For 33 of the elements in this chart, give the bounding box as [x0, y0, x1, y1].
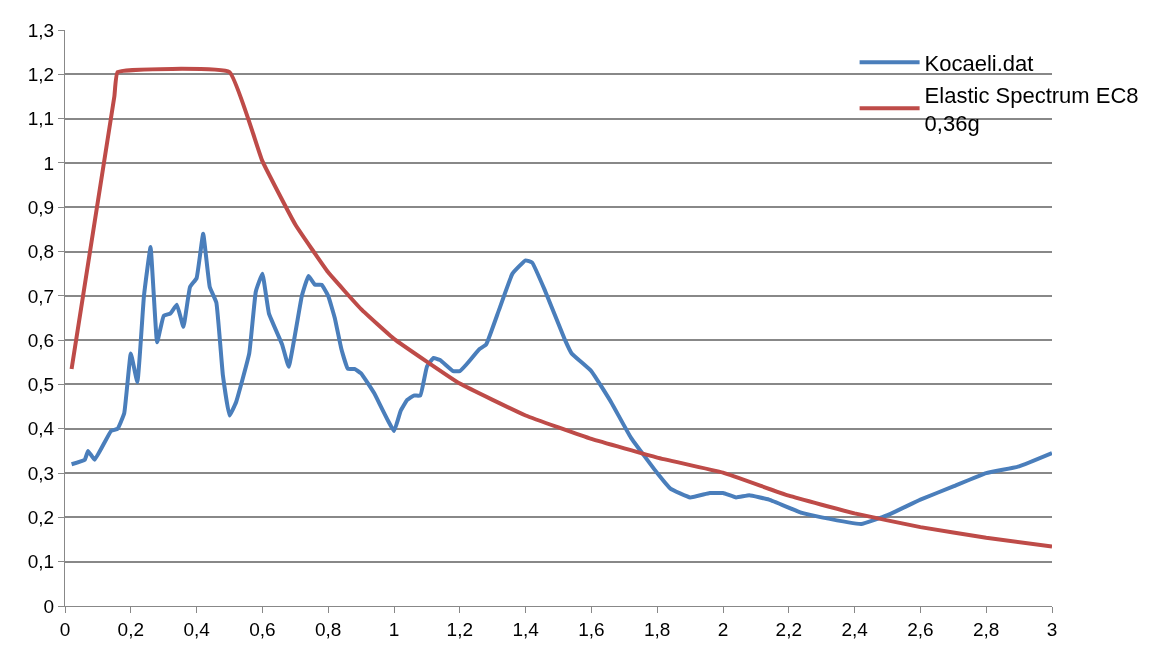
x-tick-label: 0 — [59, 618, 71, 640]
line-series — [69, 231, 1052, 527]
x-tick-label: 2,8 — [972, 618, 1000, 640]
y-tick-label: 1,3 — [27, 19, 55, 41]
x-tick-label: 0,4 — [183, 618, 211, 640]
y-tick-label: 0,8 — [27, 241, 55, 263]
x-tick-label: 0,8 — [314, 618, 342, 640]
legend-label: Kocaeli.dat — [924, 50, 1034, 76]
y-tick-label: 0 — [43, 595, 55, 617]
x-tick-label: 1,6 — [578, 618, 605, 640]
y-tick-label: 0,2 — [27, 507, 55, 529]
y-tick-label: 1 — [43, 152, 55, 174]
x-tick-label: 1,2 — [446, 618, 474, 640]
y-tick-label: 0,4 — [27, 418, 55, 440]
x-tick-label: 3 — [1046, 618, 1058, 640]
x-tick-label: 1 — [388, 618, 400, 640]
x-tick-label: 2,4 — [841, 618, 869, 640]
y-tick-label: 0,6 — [27, 329, 55, 351]
x-tick-label: 1,8 — [643, 618, 671, 640]
x-tick-label: 2 — [717, 618, 729, 640]
legend-label: Elastic Spectrum EC8 0,36g — [924, 82, 1139, 137]
x-tick-label: 2,6 — [907, 618, 934, 640]
y-tick-label: 0,1 — [27, 551, 55, 573]
y-tick-label: 0,9 — [27, 196, 55, 218]
y-tick-label: 1,1 — [27, 108, 55, 130]
x-tick-label: 0,2 — [117, 618, 145, 640]
y-tick-label: 1,2 — [27, 63, 55, 85]
y-tick-label: 0,3 — [27, 462, 55, 484]
x-tick-label: 2,2 — [775, 618, 803, 640]
x-tick-label: 1,4 — [512, 618, 540, 640]
y-tick-label: 0,5 — [27, 374, 55, 396]
x-tick-label: 0,6 — [249, 618, 276, 640]
y-tick-label: 0,7 — [27, 285, 55, 307]
